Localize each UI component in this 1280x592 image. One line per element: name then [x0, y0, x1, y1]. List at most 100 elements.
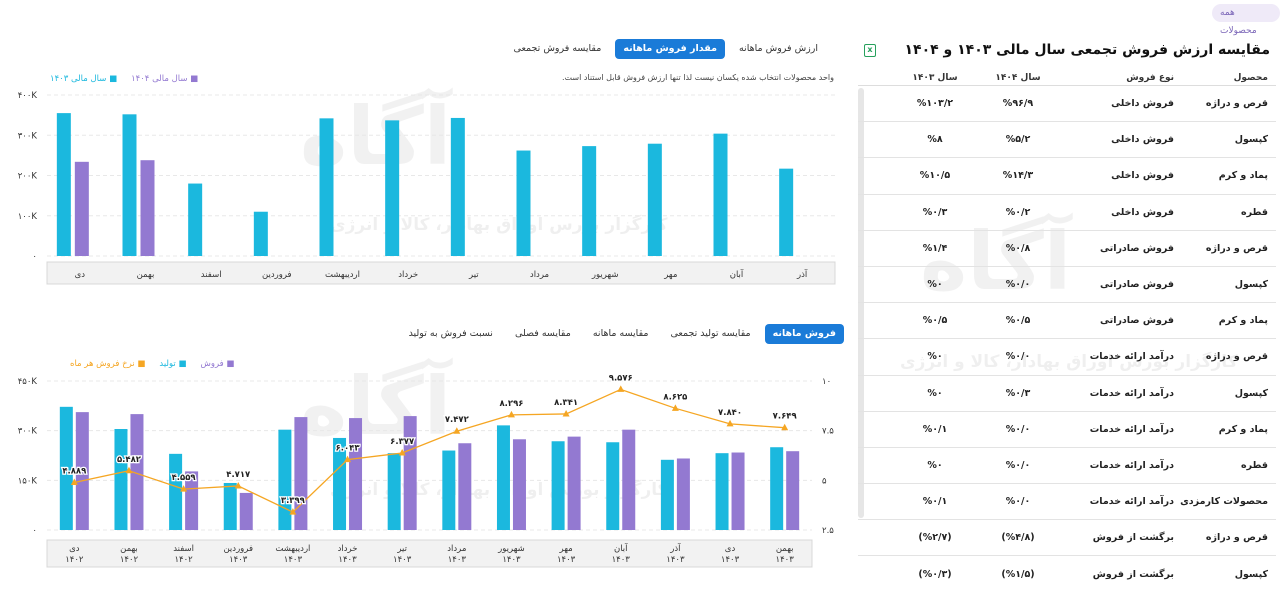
bar-series-1404[interactable]	[140, 160, 155, 256]
bar-sales[interactable]	[239, 492, 253, 530]
x-tick-label: بهمن ۱۴۰۲	[120, 544, 139, 565]
bar-series-1404[interactable]	[74, 161, 89, 256]
sales-rate-point[interactable]	[726, 419, 734, 427]
sales-rate-point[interactable]	[507, 410, 515, 418]
legend-sales[interactable]: ■ فروش	[201, 359, 235, 369]
sales-rate-point[interactable]	[781, 423, 789, 431]
sales-rate-label: ۶.۳۷۷	[390, 437, 415, 447]
bar-production[interactable]	[442, 450, 456, 530]
bar-series-1403[interactable]	[319, 118, 334, 256]
sales-rate-line	[74, 388, 785, 513]
bar-sales[interactable]	[731, 452, 745, 530]
bar-production[interactable]	[551, 441, 565, 530]
bar-series-1403[interactable]	[647, 143, 662, 256]
cell-product: کپسول	[1234, 134, 1268, 146]
bar-production[interactable]	[59, 406, 73, 530]
bar-series-1403[interactable]	[516, 150, 531, 256]
y-right-tick-label: ۲.۵	[822, 526, 834, 536]
sales-rate-point[interactable]	[453, 427, 461, 434]
bar-sales[interactable]	[676, 458, 690, 530]
cell-1404: (%۱/۵)	[1001, 568, 1035, 580]
tab-monthly-sales-quantity[interactable]: مقدار فروش ماهانه	[615, 39, 725, 59]
bar-series-1403[interactable]	[253, 211, 268, 256]
bar-production[interactable]	[114, 429, 128, 530]
bar-series-1403[interactable]	[188, 183, 203, 256]
cell-sale-type: درآمد ارائه خدمات	[1089, 496, 1174, 508]
tab-cumulative-production[interactable]: مقایسه تولید تجمعی	[670, 328, 751, 339]
cell-product: قرص و دراژه	[1205, 351, 1268, 363]
bar-sales[interactable]	[458, 443, 472, 530]
bar-sales[interactable]	[567, 436, 581, 530]
cell-1404: %۰/۰	[1005, 423, 1031, 435]
legend-1403[interactable]: ■ سال مالی ۱۴۰۳	[50, 74, 117, 84]
cell-product: محصولات کارمزدی	[1180, 496, 1268, 508]
cell-product: قرص و دراژه	[1205, 98, 1268, 110]
bar-series-1403[interactable]	[779, 168, 794, 256]
y-left-tick-label: ۰	[32, 526, 37, 536]
tab-sales-production-ratio[interactable]: نسبت فروش به تولید	[408, 328, 493, 339]
bar-production[interactable]	[278, 429, 292, 530]
all-products-filter[interactable]: همه محصولات	[1212, 4, 1280, 36]
bar-sales[interactable]	[349, 418, 363, 530]
sales-rate-point[interactable]	[398, 448, 406, 456]
bar-series-1403[interactable]	[450, 117, 465, 256]
bar-sales[interactable]	[130, 414, 144, 530]
bar-sales[interactable]	[185, 471, 199, 530]
tab-monthly-sales[interactable]: فروش ماهانه	[764, 324, 844, 344]
tab-cumulative-sales-comparison[interactable]: مقایسه فروش تجمعی	[513, 43, 602, 54]
cell-1404: %۰/۸	[1005, 242, 1031, 254]
sales-rate-point[interactable]	[671, 404, 679, 411]
bar-production[interactable]	[387, 453, 401, 530]
cell-1404: %۹۶/۹	[1002, 98, 1034, 110]
bar-series-1403[interactable]	[713, 133, 728, 256]
cell-sale-type: برگشت از فروش	[1092, 568, 1174, 580]
tab-monthly-sales-value[interactable]: ارزش فروش ماهانه	[738, 43, 818, 54]
table-row: محصولات کارمزدی درآمد ارائه خدمات %۰/۰ %۰/۱	[858, 484, 1276, 521]
sales-rate-point[interactable]	[125, 466, 133, 474]
x-tick-label: تیر ۱۴۰۳	[393, 544, 412, 565]
excel-export-icon[interactable]: x	[864, 44, 876, 57]
x-tick-label: خرداد ۱۴۰۳	[338, 544, 358, 565]
sales-rate-point[interactable]	[70, 478, 78, 486]
sales-rate-point[interactable]	[234, 481, 242, 489]
bar-series-1403[interactable]	[582, 146, 597, 256]
cell-product: قرص و دراژه	[1205, 242, 1268, 254]
legend-label: نرخ فروش هر ماه	[70, 359, 135, 369]
bar-series-1403[interactable]	[385, 120, 400, 256]
table-row: قرص و دراژه درآمد ارائه خدمات %۰/۰ %۰	[858, 339, 1276, 376]
legend-monthly-sales-rate[interactable]: ■ نرخ فروش هر ماه	[70, 359, 145, 369]
tab-monthly-comparison[interactable]: مقایسه ماهانه	[592, 328, 649, 339]
bar-series-1403[interactable]	[56, 113, 71, 256]
tab-seasonal-comparison[interactable]: مقایسه فصلی	[514, 328, 571, 339]
sales-rate-point[interactable]	[562, 409, 570, 417]
sales-rate-point[interactable]	[617, 385, 625, 392]
bar-production[interactable]	[223, 482, 237, 530]
sales-rate-point[interactable]	[289, 508, 297, 515]
table-header: محصول نوع فروش سال ۱۴۰۴ سال ۱۴۰۳	[858, 70, 1276, 86]
sales-rate-point[interactable]	[180, 485, 188, 492]
bar-sales[interactable]	[294, 417, 308, 530]
bar-production[interactable]	[770, 447, 784, 530]
bar-sales[interactable]	[75, 412, 89, 530]
legend-1404[interactable]: ■ سال مالی ۱۴۰۴	[131, 74, 198, 84]
bar-production[interactable]	[715, 453, 729, 530]
bar-sales[interactable]	[403, 416, 417, 530]
legend-production[interactable]: ■ تولید	[159, 359, 186, 369]
bar-production[interactable]	[660, 459, 674, 530]
bar-production[interactable]	[606, 442, 620, 530]
bar-series-1403[interactable]	[122, 114, 137, 256]
header-1403: سال ۱۴۰۳	[912, 72, 958, 83]
table-row: قطره درآمد ارائه خدمات %۰/۰ %۰	[858, 448, 1276, 485]
sales-rate-point[interactable]	[344, 455, 352, 463]
cell-product: قرص و دراژه	[1205, 532, 1268, 544]
y-left-tick-label: ۱۵۰K	[18, 476, 38, 486]
bar-production[interactable]	[496, 425, 510, 530]
bar-sales[interactable]	[622, 429, 636, 530]
bar-sales[interactable]	[512, 439, 526, 530]
sales-rate-label: ۵.۴۸۲	[117, 455, 142, 465]
x-axis-band	[46, 261, 836, 285]
bar-production[interactable]	[333, 437, 347, 530]
bar-sales[interactable]	[786, 451, 800, 530]
bar-production[interactable]	[169, 453, 183, 530]
